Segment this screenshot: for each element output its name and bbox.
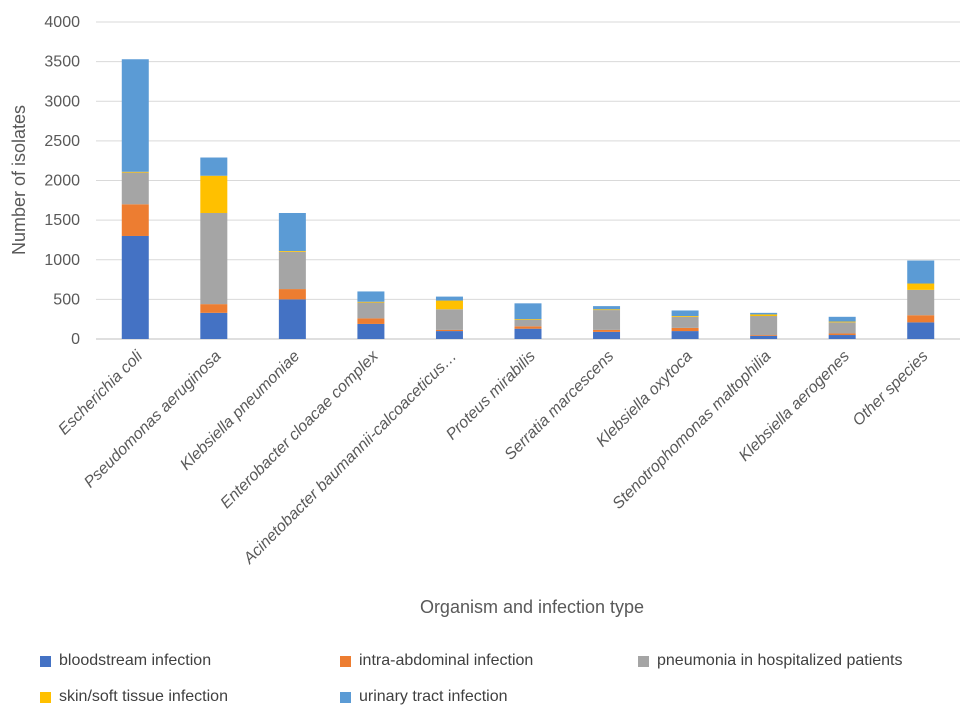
bar-segment: [828, 333, 856, 336]
bar-segment: [514, 326, 542, 329]
bar-segment: [200, 157, 228, 176]
bars: [121, 59, 935, 339]
gridlines: [96, 21, 960, 340]
bar-segment: [357, 302, 385, 319]
bar-segment: [435, 329, 463, 332]
bar-segment: [593, 306, 621, 310]
x-category-label: Other species: [850, 348, 932, 430]
bar-segment: [278, 251, 306, 252]
x-category-label: Pseudomonas aeruginosa: [81, 348, 225, 492]
legend-swatch: [638, 655, 649, 667]
bar-segment: [514, 303, 542, 320]
bar-segment: [278, 299, 306, 339]
x-category-label: Escherichia coli: [55, 347, 146, 438]
bar-segment: [828, 322, 856, 334]
bar-segment: [750, 335, 778, 339]
bar-segment: [828, 335, 856, 339]
bar-segment: [278, 212, 306, 252]
bar-segment: [907, 283, 935, 290]
bar-segment: [200, 304, 228, 313]
bar-segment: [200, 175, 228, 213]
legend-label: pneumonia in hospitalized patients: [657, 652, 903, 669]
legend-label: intra-abdominal infection: [359, 652, 534, 669]
y-tick-label: 2000: [44, 173, 80, 190]
y-axis-title: Number of isolates: [9, 105, 29, 255]
y-tick-labels: 0 500 1000 1500 2000 2500 3000 3500 4000: [44, 14, 80, 348]
y-tick-label: 1500: [44, 212, 80, 229]
bar-segment: [121, 59, 149, 172]
bar-segment: [593, 310, 621, 330]
legend-label: skin/soft tissue infection: [59, 688, 228, 705]
bar-segment: [671, 316, 699, 317]
bar-segment: [828, 316, 856, 322]
bar-segment: [200, 312, 228, 339]
y-tick-label: 500: [53, 291, 80, 308]
legend-swatch: [40, 691, 51, 703]
y-tick-label: 2500: [44, 133, 80, 150]
legend-item: bloodstream infection: [40, 652, 211, 670]
bar-segment: [357, 291, 385, 302]
legend-swatch: [40, 655, 51, 667]
bar-segment: [514, 328, 542, 339]
bar-segment: [593, 329, 621, 332]
bar-segment: [357, 318, 385, 324]
bar-segment: [671, 310, 699, 317]
bar-segment: [907, 289, 935, 316]
legend-item: pneumonia in hospitalized patients: [638, 652, 903, 670]
bar-segment: [121, 235, 149, 339]
bar-segment: [671, 316, 699, 328]
legend-item: urinary tract infection: [340, 688, 508, 706]
y-tick-label: 0: [71, 331, 80, 348]
bar-segment: [907, 315, 935, 323]
legend-item: skin/soft tissue infection: [40, 688, 228, 706]
bar-segment: [593, 309, 621, 311]
bar-segment: [357, 323, 385, 339]
bar-segment: [907, 260, 935, 284]
bar-segment: [435, 300, 463, 310]
bar-segment: [278, 251, 306, 290]
bar-segment: [828, 321, 856, 323]
bar-segment: [750, 335, 778, 336]
bar-segment: [671, 327, 699, 332]
bar-segment: [750, 312, 778, 315]
bar-segment: [435, 296, 463, 301]
bar-segment: [278, 289, 306, 300]
legend-label: urinary tract infection: [359, 688, 508, 705]
legend-swatch: [340, 691, 351, 703]
bar-segment: [750, 314, 778, 317]
bar-segment: [357, 301, 385, 303]
y-tick-label: 3500: [44, 54, 80, 71]
bar-segment: [750, 316, 778, 336]
bar-segment: [200, 212, 228, 305]
x-category-label: Enterobacter cloacae complex: [218, 347, 383, 512]
legend-label: bloodstream infection: [59, 652, 212, 669]
legend-swatch: [340, 655, 351, 667]
legend-item: intra-abdominal infection: [340, 652, 533, 670]
bar-segment: [514, 319, 542, 320]
x-axis-title: Organism and infection type: [420, 597, 644, 617]
x-category-label: Stenotrophomonas maltophilia: [610, 348, 775, 513]
y-tick-label: 3000: [44, 93, 80, 110]
bar-segment: [121, 171, 149, 173]
legend: bloodstream infection intra-abdominal inf…: [40, 652, 960, 709]
y-tick-label: 1000: [44, 252, 80, 269]
bar-segment: [514, 319, 542, 327]
bar-segment: [907, 322, 935, 339]
bar-segment: [671, 331, 699, 339]
bar-segment: [593, 331, 621, 339]
bar-segment: [435, 331, 463, 339]
bar-segment: [435, 309, 463, 330]
bar-segment: [121, 204, 149, 236]
y-tick-label: 4000: [44, 14, 80, 31]
bar-segment: [121, 172, 149, 205]
